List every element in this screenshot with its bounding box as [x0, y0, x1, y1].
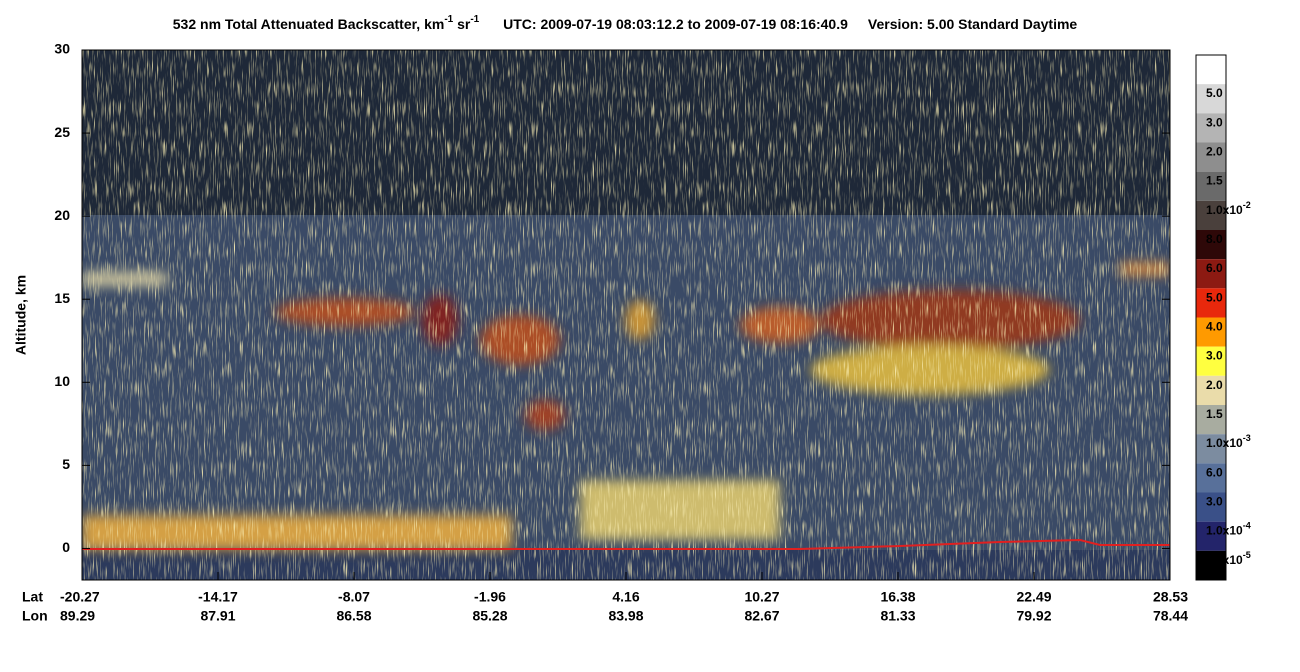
lat-label: 16.38 — [880, 589, 915, 605]
colorbar-swatch — [1196, 84, 1226, 114]
chart-title: 532 nm Total Attenuated Backscatter, km-… — [173, 14, 1078, 32]
colorbar-label-text: 8.0 — [1206, 232, 1223, 246]
colorbar-label-text: 5.0 — [1206, 86, 1223, 100]
y-tick-label: 25 — [54, 124, 70, 140]
colorbar-label: 6.0 — [1206, 466, 1223, 480]
colorbar-swatch — [1196, 346, 1226, 376]
y-tick-label: 10 — [54, 373, 70, 389]
colorbar-label: 1.0x10-5 — [1206, 550, 1251, 567]
colorbar-label: 3.0 — [1206, 495, 1223, 509]
y-tick-label: 15 — [54, 290, 70, 306]
y-axis-label: Altitude, km — [13, 275, 29, 355]
lon-label: 86.58 — [336, 608, 371, 624]
colorbar-swatch — [1196, 259, 1226, 289]
colorbar-swatch — [1196, 55, 1226, 85]
colorbar-label-exp: -3 — [1243, 434, 1251, 444]
colorbar-label-exp: -2 — [1243, 200, 1251, 210]
colorbar-label-exp: -4 — [1243, 521, 1251, 531]
colorbar-swatch — [1196, 200, 1226, 230]
colorbar: 5.03.02.01.51.0x10-28.06.05.04.03.02.01.… — [1195, 54, 1251, 581]
colorbar-label-text: 2.0 — [1206, 378, 1223, 392]
y-tick-label: 5 — [62, 456, 70, 472]
colorbar-label-text: 4.0 — [1206, 320, 1223, 334]
colorbar-label-text: 6.0 — [1206, 261, 1223, 275]
colorbar-label-exp: -5 — [1243, 550, 1251, 560]
lat-label: 10.27 — [744, 589, 779, 605]
lat-label: 22.49 — [1016, 589, 1051, 605]
colorbar-swatch — [1196, 113, 1226, 143]
lon-label: 87.91 — [200, 608, 235, 624]
lon-label: 83.98 — [608, 608, 643, 624]
colorbar-label-text: 1.0x10 — [1206, 553, 1243, 567]
lon-label: 82.67 — [744, 608, 779, 624]
colorbar-label-text: 3.0 — [1206, 116, 1223, 130]
lon-label: 78.44 — [1153, 608, 1188, 624]
lat-label: -8.07 — [338, 589, 370, 605]
colorbar-swatch — [1196, 230, 1226, 260]
colorbar-swatch — [1196, 405, 1226, 435]
colorbar-label: 1.5 — [1206, 407, 1223, 421]
colorbar-label: 5.0 — [1206, 86, 1223, 100]
lat-label: 4.16 — [612, 589, 639, 605]
colorbar-label: 2.0 — [1206, 378, 1223, 392]
colorbar-label: 1.5 — [1206, 174, 1223, 188]
colorbar-label: 6.0 — [1206, 261, 1223, 275]
colorbar-label: 1.0x10-3 — [1206, 434, 1251, 451]
colorbar-label: 8.0 — [1206, 232, 1223, 246]
backscatter-image — [82, 50, 1170, 580]
colorbar-label-text: 3.0 — [1206, 495, 1223, 509]
colorbar-label: 5.0 — [1206, 291, 1223, 305]
lon-row-label: Lon — [22, 608, 48, 624]
lon-label: 79.92 — [1016, 608, 1051, 624]
colorbar-label-text: 1.0x10 — [1206, 203, 1243, 217]
colorbar-swatch — [1196, 317, 1226, 347]
colorbar-swatch — [1196, 288, 1226, 318]
colorbar-label: 1.0x10-2 — [1206, 200, 1251, 217]
y-tick-label: 20 — [54, 207, 70, 223]
colorbar-label: 2.0 — [1206, 145, 1223, 159]
lat-label: -14.17 — [198, 589, 238, 605]
colorbar-label: 4.0 — [1206, 320, 1223, 334]
colorbar-swatch — [1196, 521, 1226, 551]
lat-label: 28.53 — [1153, 589, 1188, 605]
colorbar-label-text: 5.0 — [1206, 291, 1223, 305]
colorbar-label-text: 6.0 — [1206, 466, 1223, 480]
colorbar-label: 3.0 — [1206, 116, 1223, 130]
colorbar-label-text: 1.0x10 — [1206, 436, 1243, 450]
y-tick-label: 0 — [62, 539, 70, 555]
colorbar-frame — [1195, 54, 1227, 581]
colorbar-swatch — [1196, 375, 1226, 405]
colorbar-swatch — [1196, 463, 1226, 493]
lon-label: 89.29 — [60, 608, 95, 624]
lon-label: 85.28 — [472, 608, 507, 624]
colorbar-swatch — [1196, 171, 1226, 201]
colorbar-label: 1.0x10-4 — [1206, 521, 1251, 538]
colorbar-label-text: 2.0 — [1206, 145, 1223, 159]
colorbar-label-text: 3.0 — [1206, 349, 1223, 363]
lon-label: 81.33 — [880, 608, 915, 624]
colorbar-swatch — [1196, 142, 1226, 172]
y-tick-label: 30 — [54, 41, 70, 57]
colorbar-swatch — [1196, 492, 1226, 522]
colorbar-swatch — [1196, 550, 1226, 580]
colorbar-label-text: 1.0x10 — [1206, 524, 1243, 538]
lat-label: -20.27 — [60, 589, 100, 605]
colorbar-label-text: 1.5 — [1206, 174, 1223, 188]
lat-row-label: Lat — [22, 589, 43, 605]
colorbar-swatch — [1196, 434, 1226, 464]
colorbar-label: 3.0 — [1206, 349, 1223, 363]
lat-label: -1.96 — [474, 589, 506, 605]
colorbar-label-text: 1.5 — [1206, 407, 1223, 421]
